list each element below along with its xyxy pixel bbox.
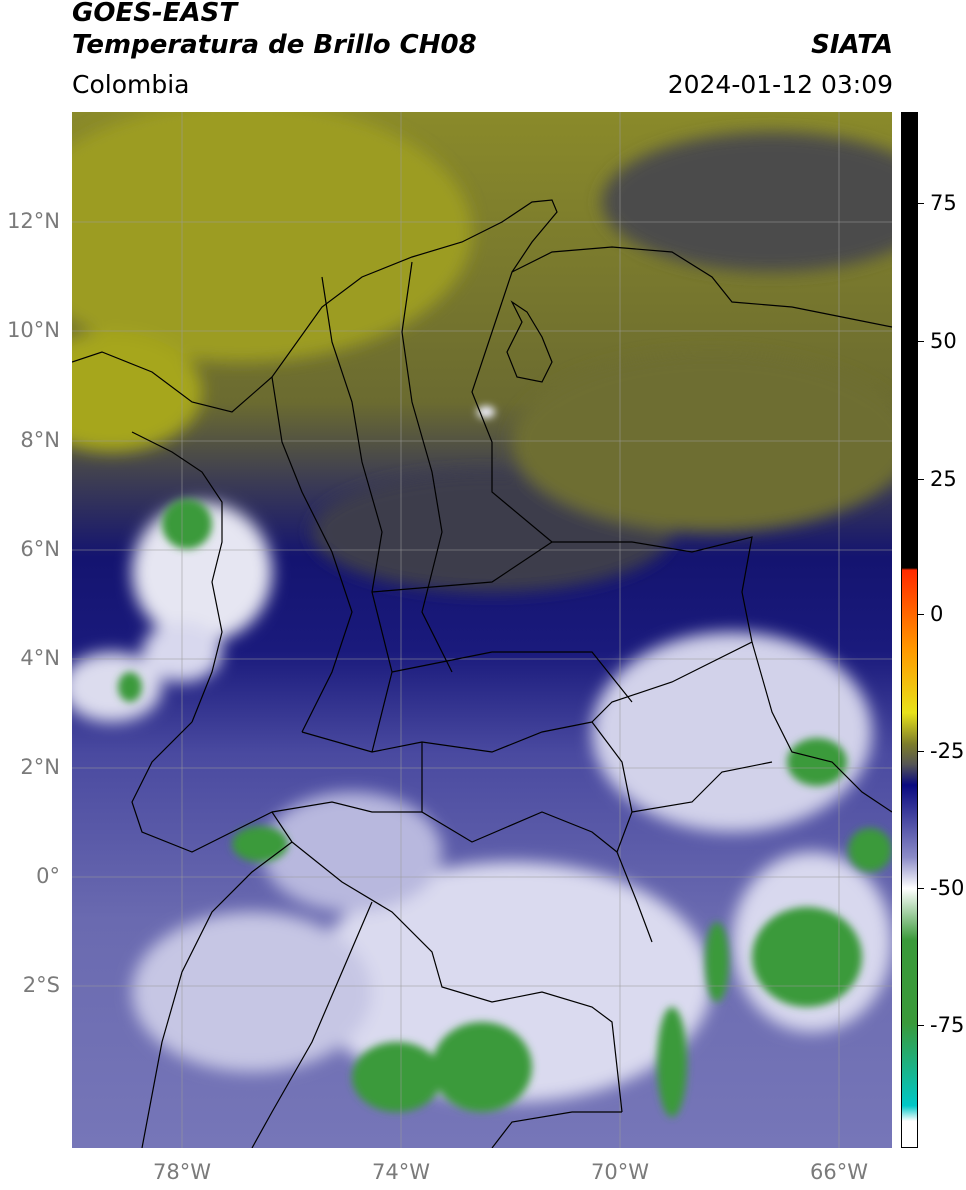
dept-lines-5 [391,651,633,703]
colombia-south-border [291,841,623,1113]
colorbar-tick-50 [918,341,924,342]
panama-border [131,431,223,723]
pacific-coast [131,721,293,853]
dept-lines-2 [401,261,453,673]
brazil-border [491,1111,622,1148]
yellow-region-west [72,332,202,452]
lon-label-74w: 74°W [372,1160,430,1184]
region-label: Colombia [72,70,190,99]
olive-region-east [512,352,892,532]
lon-label-70w: 70°W [591,1160,649,1184]
green-cell-10 [705,922,729,1002]
colorbar-tick-neg75 [918,1025,924,1026]
green-cell-3 [232,826,288,862]
dept-lines-7 [421,742,618,853]
colorbar-label-neg75: -75 [930,1013,965,1037]
green-cell-8 [352,1042,442,1112]
borders [72,199,892,1148]
colorbar [901,112,918,1148]
white-cloud-coast [72,652,162,722]
colorbar-label-neg25: -25 [930,739,965,763]
white-cloud-sw [132,912,372,1072]
lat-label-2n: 2°N [20,755,60,779]
colorbar-tick-neg50 [918,888,924,889]
colorbar-tick-0 [918,614,924,615]
colorbar-label-50: 50 [930,329,957,353]
white-cloud-south [312,862,712,1102]
lat-label-2s: 2°S [22,973,60,997]
satellite-map [72,112,892,1148]
caribbean-coast [72,199,558,413]
title-line2: Temperatura de Brillo CH08 [72,30,477,60]
satellite-map-svg [72,112,892,1148]
gray-region-ne [602,132,892,272]
lat-label-6n: 6°N [20,537,60,561]
colombia-east-border [591,721,653,943]
graticule [72,112,892,1148]
dept-lines-1 [321,276,393,753]
venezuela-brazil-border [751,641,892,813]
green-cell-1 [162,499,212,549]
lat-label-0: 0° [36,864,60,888]
green-cell-9 [657,1007,687,1117]
lon-label-66w: 66°W [810,1160,868,1184]
dept-lines-8 [271,801,422,813]
maracaibo-lake [506,300,553,383]
colorbar-tick-75 [918,203,924,204]
green-cell-7 [432,1022,532,1112]
colorbar-tick-neg25 [918,751,924,752]
white-cloud-east [592,632,872,832]
colorbar-label-neg50: -50 [930,876,965,900]
colorbar-tick-25 [918,479,924,480]
dept-lines-4 [371,541,553,593]
colorbar-label-25: 25 [930,467,957,491]
dept-lines-6 [301,721,593,753]
green-cell-6 [752,907,862,1007]
lat-label-4n: 4°N [20,646,60,670]
white-cloud-mid [262,792,442,912]
green-cell-4 [787,738,847,786]
agency-label: SIATA [811,30,893,60]
lat-label-8n: 8°N [20,428,60,452]
ecuador-peru-border [141,841,293,1148]
dept-lines-3 [271,376,353,733]
timestamp-label: 2024-01-12 03:09 [667,70,893,99]
lon-label-78w: 78°W [153,1160,211,1184]
venezuela-coast [511,246,892,328]
yellow-region [72,112,472,362]
colorbar-label-75: 75 [930,191,957,215]
cloud-fields [72,112,892,1102]
colorbar-label-0: 0 [930,602,944,626]
cold-cloud-tops [118,406,892,1117]
brazil-inner-border [631,761,773,813]
colombia-venezuela-border [471,301,753,723]
lat-label-12n: 12°N [7,209,60,233]
title-line1: GOES-EAST [72,0,238,28]
green-cell-2 [118,672,142,702]
lat-label-10n: 10°N [7,318,60,342]
green-cell-5 [848,828,892,872]
peru-border [251,901,373,1148]
